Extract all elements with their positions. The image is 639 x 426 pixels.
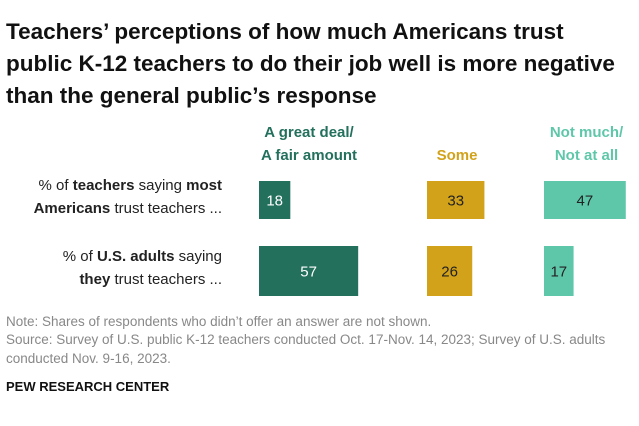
row-label-part: Americans bbox=[34, 200, 111, 217]
row-label-part: U.S. adults bbox=[97, 248, 175, 265]
row-label-part: teachers bbox=[73, 177, 135, 194]
value-label: 26 bbox=[441, 264, 458, 281]
value-label: 33 bbox=[447, 193, 464, 210]
value-label: 47 bbox=[577, 193, 594, 210]
bar bbox=[427, 181, 485, 219]
legend-label: Some bbox=[437, 147, 478, 164]
credit: PEW RESEARCH CENTER bbox=[6, 379, 170, 394]
value-label: 18 bbox=[266, 193, 283, 210]
legend-label: A great deal/ bbox=[264, 124, 354, 141]
row-label-part: most bbox=[186, 177, 222, 194]
row-label: they trust teachers ... bbox=[79, 271, 222, 288]
row-label-part: % of bbox=[39, 177, 73, 194]
legend-label: A fair amount bbox=[261, 147, 357, 164]
chart-title: Teachers’ perceptions of how much Americ… bbox=[6, 19, 615, 108]
row-label-part: trust teachers ... bbox=[110, 271, 222, 288]
value-label: 57 bbox=[300, 264, 317, 281]
row-label-part: they bbox=[79, 271, 111, 288]
row-label-part: saying bbox=[134, 177, 186, 194]
source: Source: Survey of U.S. public K-12 teach… bbox=[6, 332, 606, 366]
bar bbox=[427, 246, 473, 296]
bar bbox=[544, 181, 626, 219]
row-label: % of U.S. adults saying bbox=[63, 248, 222, 265]
row-label-part: trust teachers ... bbox=[110, 200, 222, 217]
bar bbox=[544, 246, 574, 296]
row-label-part: saying bbox=[174, 248, 222, 265]
bar bbox=[259, 246, 359, 296]
row-label-part: % of bbox=[63, 248, 97, 265]
bar bbox=[259, 181, 291, 219]
value-label: 17 bbox=[550, 264, 567, 281]
legend-label: Not at all bbox=[555, 147, 618, 164]
row-label: Americans trust teachers ... bbox=[34, 200, 222, 217]
note: Note: Shares of respondents who didn’t o… bbox=[6, 314, 432, 329]
legend-label: Not much/ bbox=[550, 124, 624, 141]
chart: A great deal/A fair amount 18 57 Some 33 26 No… bbox=[34, 124, 626, 296]
row-label: % of teachers saying most bbox=[39, 177, 222, 194]
